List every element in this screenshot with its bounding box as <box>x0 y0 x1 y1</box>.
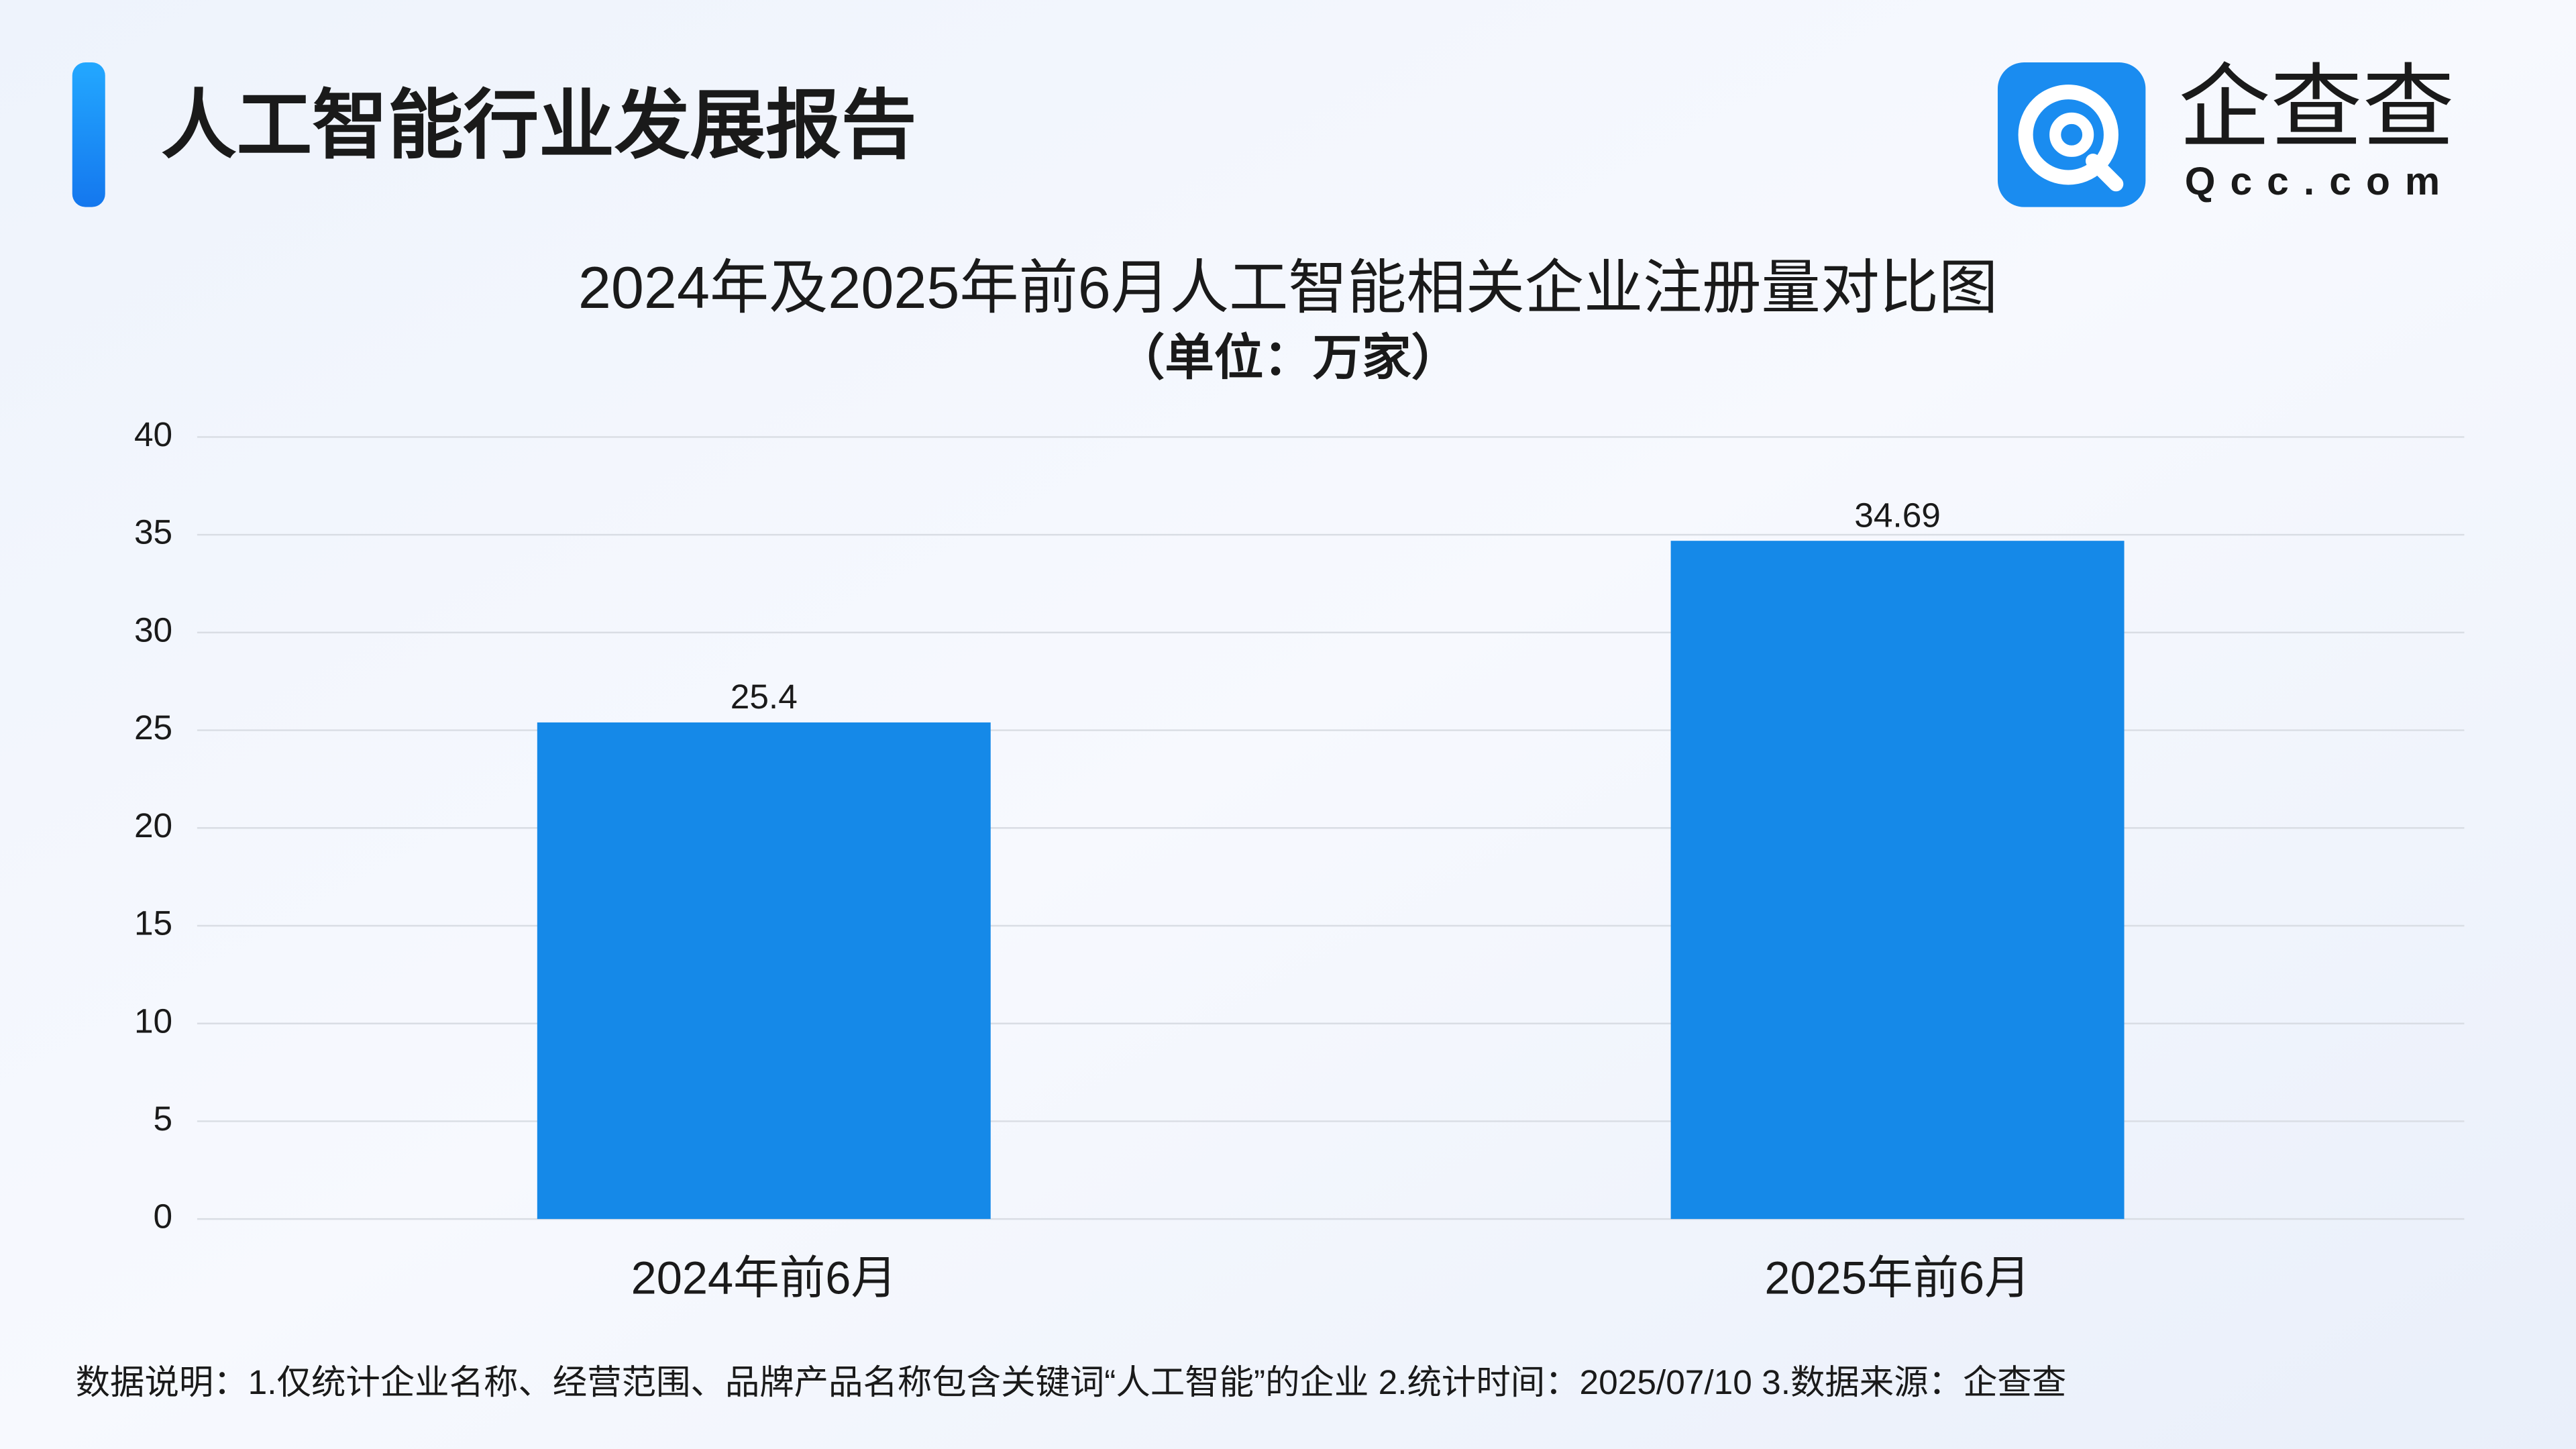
y-tick-label: 40 <box>134 415 172 453</box>
bar <box>1670 541 2125 1220</box>
value-label: 25.4 <box>731 677 798 716</box>
chart-title: 2024年及2025年前6月人工智能相关企业注册量对比图 <box>578 254 1998 321</box>
y-tick-label: 30 <box>134 610 172 649</box>
x-tick-label: 2025年前6月 <box>1764 1252 2030 1303</box>
value-label: 34.69 <box>1854 495 1941 534</box>
header-title: 人工智能行业发展报告 <box>161 83 916 168</box>
accent-bar <box>72 62 105 207</box>
y-tick-label: 35 <box>134 513 172 551</box>
y-tick-label: 25 <box>134 708 172 747</box>
footnote: 数据说明：1.仅统计企业名称、经营范围、品牌产品名称包含关键词“人工智能”的企业… <box>76 1362 2067 1401</box>
y-tick-label: 10 <box>134 1001 172 1040</box>
chart-subtitle: （单位：万家） <box>1116 329 1460 385</box>
logo-text: 企查查 <box>2178 57 2454 160</box>
x-tick-label: 2024年前6月 <box>631 1252 897 1303</box>
logo: 企查查 Qcc.com <box>1997 57 2455 207</box>
logo-core <box>2049 112 2094 157</box>
y-tick-label: 20 <box>134 806 172 845</box>
logo-tail <box>2085 153 2124 192</box>
bar <box>537 722 991 1220</box>
y-tick-label: 0 <box>154 1197 173 1236</box>
logo-domain: Qcc.com <box>2185 160 2455 203</box>
logo-ring <box>2018 85 2118 185</box>
y-tick-label: 15 <box>134 904 172 943</box>
y-tick-label: 5 <box>154 1099 173 1138</box>
